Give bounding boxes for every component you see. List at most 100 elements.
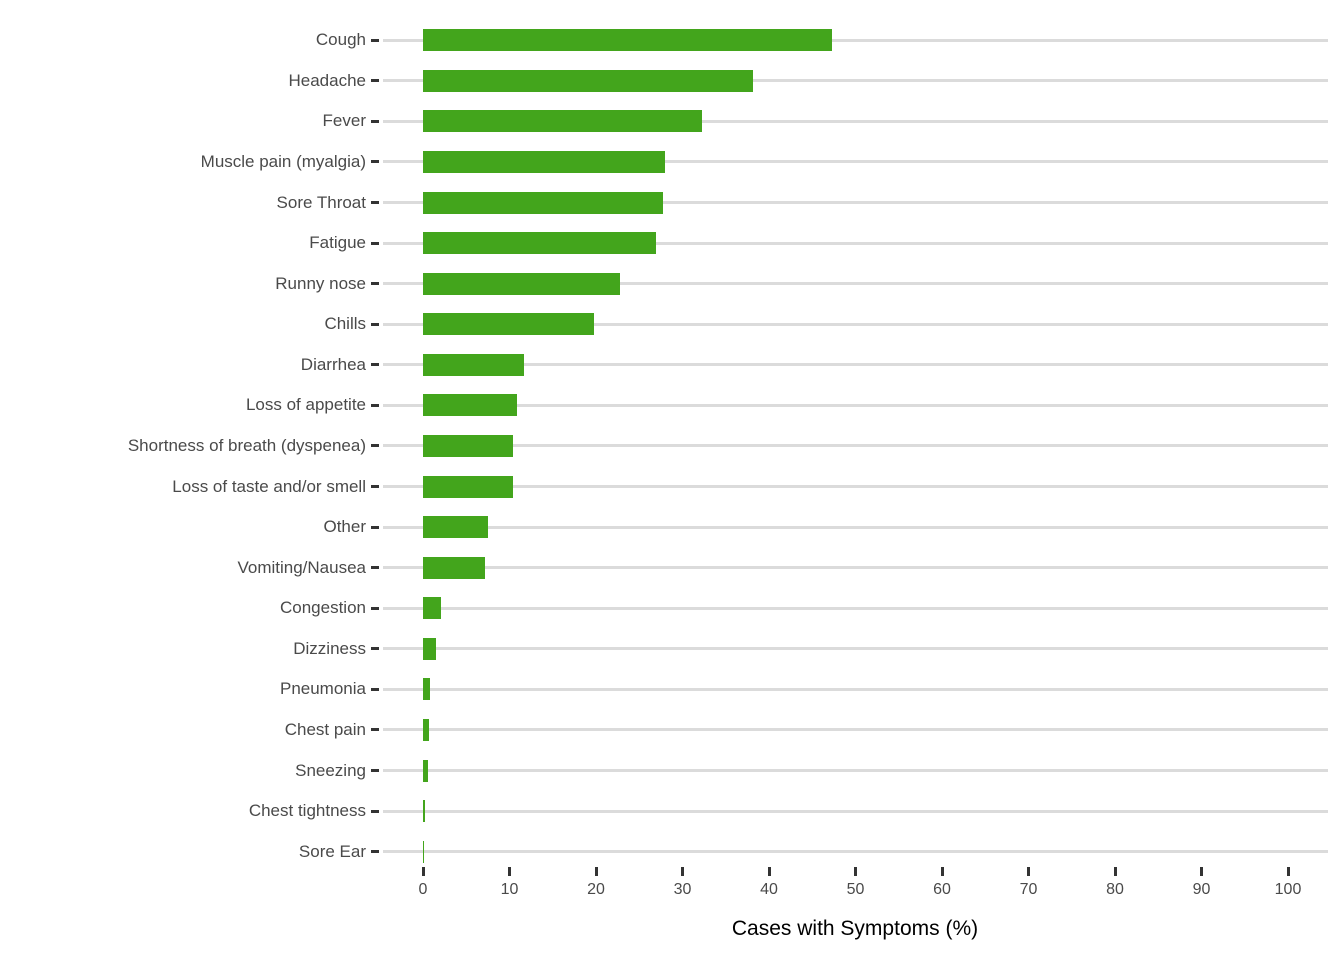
bar bbox=[423, 840, 424, 863]
y-tick bbox=[371, 201, 379, 205]
x-tick-label: 70 bbox=[1019, 881, 1038, 898]
bar bbox=[423, 150, 666, 173]
x-tick bbox=[421, 867, 425, 876]
gridline bbox=[383, 160, 1328, 164]
category-label: Sore Ear bbox=[298, 841, 366, 861]
y-tick bbox=[371, 566, 379, 570]
x-tick-label: 20 bbox=[587, 881, 605, 898]
bar bbox=[423, 556, 486, 579]
gridline bbox=[383, 566, 1328, 570]
x-tick bbox=[681, 867, 684, 876]
x-tick bbox=[940, 867, 944, 876]
y-tick bbox=[371, 728, 379, 732]
x-tick-label: 90 bbox=[1192, 881, 1211, 898]
y-tick bbox=[371, 363, 379, 367]
bar bbox=[423, 69, 754, 92]
bar bbox=[423, 759, 429, 782]
gridline bbox=[383, 850, 1328, 854]
bar bbox=[423, 475, 513, 498]
y-tick bbox=[371, 444, 379, 448]
category-label: Cough bbox=[315, 30, 366, 50]
bar bbox=[423, 191, 664, 214]
gridline bbox=[383, 241, 1328, 245]
bar bbox=[423, 800, 425, 823]
gridline bbox=[383, 201, 1328, 205]
y-tick bbox=[371, 322, 379, 326]
x-tick-label: 40 bbox=[760, 881, 778, 898]
category-label: Fever bbox=[322, 111, 366, 131]
bar bbox=[423, 29, 833, 52]
category-label: Pneumonia bbox=[279, 679, 366, 699]
y-tick bbox=[371, 769, 379, 773]
y-tick bbox=[371, 403, 379, 407]
bar bbox=[423, 313, 595, 336]
x-tick bbox=[1027, 867, 1030, 876]
gridline bbox=[383, 485, 1328, 489]
x-axis-title: Cases with Symptoms (%) bbox=[731, 917, 979, 940]
gridline bbox=[383, 79, 1328, 83]
category-label: Runny nose bbox=[275, 273, 366, 293]
category-label: Headache bbox=[288, 70, 366, 90]
category-label: Sore Throat bbox=[276, 192, 366, 212]
x-tick-label: 50 bbox=[846, 881, 865, 898]
gridline bbox=[383, 809, 1328, 813]
x-tick bbox=[767, 867, 771, 876]
y-tick bbox=[371, 850, 379, 854]
bar bbox=[423, 232, 656, 255]
category-label: Chills bbox=[324, 314, 366, 334]
y-tick bbox=[371, 38, 379, 42]
y-tick bbox=[371, 606, 379, 610]
gridline bbox=[383, 444, 1328, 448]
y-tick bbox=[371, 241, 379, 245]
bar bbox=[423, 516, 488, 539]
bar bbox=[423, 718, 430, 741]
y-tick bbox=[371, 687, 379, 691]
category-label: Chest tightness bbox=[248, 801, 366, 821]
x-tick-label: 80 bbox=[1106, 881, 1124, 898]
category-label: Muscle pain (myalgia) bbox=[200, 151, 366, 171]
y-tick bbox=[371, 647, 379, 651]
category-label: Chest pain bbox=[284, 719, 366, 739]
gridline bbox=[383, 403, 1328, 407]
bar bbox=[423, 678, 430, 701]
x-tick-label: 100 bbox=[1274, 881, 1302, 898]
bar bbox=[423, 353, 525, 376]
category-label: Diarrhea bbox=[300, 354, 366, 374]
y-tick bbox=[371, 282, 379, 286]
y-tick bbox=[371, 79, 379, 83]
bar bbox=[423, 110, 703, 133]
x-tick-label: 0 bbox=[418, 881, 428, 898]
category-label: Other bbox=[323, 517, 366, 537]
gridline bbox=[383, 728, 1328, 732]
category-label: Loss of appetite bbox=[245, 395, 366, 415]
bar bbox=[423, 394, 518, 417]
category-label: Dizziness bbox=[293, 638, 366, 658]
x-tick bbox=[1113, 867, 1117, 876]
gridline bbox=[383, 606, 1328, 610]
gridline bbox=[383, 525, 1328, 529]
category-label: Shortness of breath (dyspenea) bbox=[127, 435, 366, 455]
gridline bbox=[383, 769, 1328, 773]
y-tick bbox=[371, 160, 379, 164]
x-tick-label: 30 bbox=[673, 881, 692, 898]
x-tick bbox=[1286, 867, 1290, 876]
gridline bbox=[383, 322, 1328, 326]
gridline bbox=[383, 282, 1328, 286]
x-tick bbox=[854, 867, 857, 876]
x-tick-label: 10 bbox=[500, 881, 519, 898]
bar bbox=[423, 637, 436, 660]
category-label: Congestion bbox=[279, 598, 366, 618]
y-tick bbox=[371, 119, 379, 123]
gridline bbox=[383, 119, 1328, 123]
x-tick-label: 60 bbox=[933, 881, 951, 898]
x-tick bbox=[508, 867, 511, 876]
gridline bbox=[383, 647, 1328, 651]
bar bbox=[423, 272, 621, 295]
gridline bbox=[383, 687, 1328, 691]
gridline bbox=[383, 363, 1328, 367]
category-label: Loss of taste and/or smell bbox=[172, 476, 366, 496]
bar bbox=[423, 597, 442, 620]
y-tick bbox=[371, 525, 379, 529]
category-label: Fatigue bbox=[309, 233, 366, 253]
